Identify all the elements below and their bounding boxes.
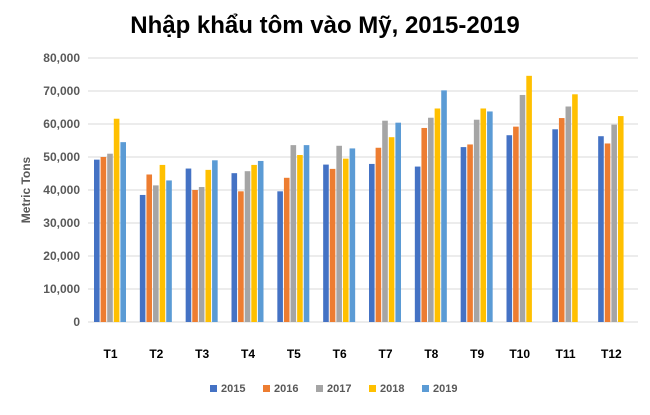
bar-2015-T6 — [323, 164, 329, 322]
bar-2017-T11 — [565, 106, 572, 322]
bar-2017-T6 — [336, 145, 342, 322]
x-tick-label: T7 — [378, 347, 392, 361]
bar-2019-T9 — [487, 111, 493, 323]
y-tick-label: 70,000 — [43, 84, 80, 98]
y-tick-label: 40,000 — [43, 183, 80, 197]
bar-2016-T8 — [421, 127, 428, 323]
bar-2018-T1 — [113, 118, 120, 322]
bar-2015-T11 — [552, 129, 558, 322]
bar-2016-T2 — [146, 174, 153, 322]
y-tick-label: 10,000 — [43, 282, 80, 296]
bar-2018-T5 — [297, 155, 303, 322]
bar-2015-T8 — [414, 166, 421, 322]
legend-label-2017: 2017 — [327, 383, 351, 395]
bar-2015-T3 — [185, 168, 192, 322]
bar-2017-T7 — [382, 120, 388, 322]
bar-2018-T3 — [205, 169, 212, 322]
y-axis-label: Metric Tons — [19, 156, 33, 223]
bar-2016-T11 — [558, 118, 565, 322]
bar-2019-T4 — [257, 160, 264, 322]
x-tick-label: T9 — [470, 347, 484, 361]
legend-label-2016: 2016 — [274, 383, 298, 395]
y-tick-label: 80,000 — [43, 51, 80, 65]
bar-2016-T6 — [329, 168, 336, 322]
x-tick-label: T10 — [509, 347, 530, 361]
bar-2018-T6 — [342, 158, 349, 322]
bar-2015-T5 — [277, 191, 283, 322]
bar-2019-T6 — [349, 148, 356, 322]
bar-2019-T7 — [395, 122, 401, 323]
bar-2017-T10 — [519, 94, 526, 323]
bar-2017-T9 — [473, 119, 480, 323]
x-tick-label: T1 — [103, 347, 117, 361]
bar-2017-T5 — [290, 145, 297, 322]
bar-2018-T9 — [480, 108, 487, 323]
y-tick-label: 60,000 — [43, 117, 80, 131]
y-tick-label: 20,000 — [43, 249, 80, 263]
chart-title: Nhập khẩu tôm vào Mỹ, 2015-2019 — [130, 12, 520, 39]
legend-swatch-2019 — [422, 385, 429, 392]
bar-2015-T7 — [369, 163, 375, 322]
x-tick-label: T4 — [241, 347, 255, 361]
y-tick-label: 50,000 — [43, 150, 80, 164]
bar-2018-T8 — [434, 108, 441, 323]
legend-swatch-2015 — [210, 385, 217, 392]
bar-2018-T12 — [617, 116, 624, 322]
x-tick-label: T11 — [556, 347, 576, 361]
y-tick-label: 30,000 — [43, 216, 80, 230]
bar-2018-T11 — [572, 94, 578, 322]
bar-2016-T9 — [467, 144, 473, 322]
bar-2017-T4 — [244, 171, 251, 322]
x-tick-label: T12 — [601, 347, 622, 361]
legend-label-2019: 2019 — [433, 383, 457, 395]
bar-2016-T5 — [283, 177, 290, 322]
bar-2016-T1 — [100, 157, 107, 322]
bar-2018-T2 — [159, 164, 166, 322]
legend-swatch-2017 — [316, 385, 323, 392]
bar-2019-T5 — [303, 145, 310, 322]
bar-2018-T7 — [388, 137, 395, 322]
x-tick-label: T6 — [333, 347, 347, 361]
bar-2019-T1 — [120, 142, 126, 322]
bar-2016-T7 — [375, 147, 382, 322]
bar-2018-T10 — [526, 75, 532, 322]
bar-2015-T2 — [139, 194, 146, 322]
bar-2016-T12 — [604, 143, 611, 322]
bar-2016-T10 — [513, 126, 519, 322]
bar-2015-T1 — [94, 159, 100, 322]
bar-2017-T1 — [107, 153, 113, 322]
bar-2017-T3 — [198, 187, 205, 322]
bar-2015-T10 — [506, 135, 513, 322]
bar-2019-T3 — [212, 160, 218, 322]
bar-2016-T4 — [238, 191, 244, 322]
bar-2017-T2 — [153, 185, 159, 322]
legend-swatch-2018 — [369, 385, 376, 392]
x-tick-label: T8 — [424, 347, 438, 361]
bar-2016-T3 — [192, 190, 198, 322]
bar-2018-T4 — [251, 164, 257, 322]
legend-label-2018: 2018 — [380, 383, 404, 395]
x-tick-label: T5 — [287, 347, 301, 361]
x-tick-label: T3 — [195, 347, 209, 361]
bar-2015-T9 — [460, 147, 467, 322]
bar-2015-T4 — [231, 173, 238, 322]
bar-2019-T2 — [166, 180, 172, 322]
bar-2017-T8 — [428, 117, 434, 322]
legend-label-2015: 2015 — [221, 383, 245, 395]
y-tick-label: 0 — [73, 315, 80, 329]
bar-2015-T12 — [598, 136, 604, 322]
x-tick-label: T2 — [149, 347, 163, 361]
legend-swatch-2016 — [263, 385, 270, 392]
bar-2019-T8 — [441, 90, 447, 322]
bar-2017-T12 — [611, 124, 617, 322]
